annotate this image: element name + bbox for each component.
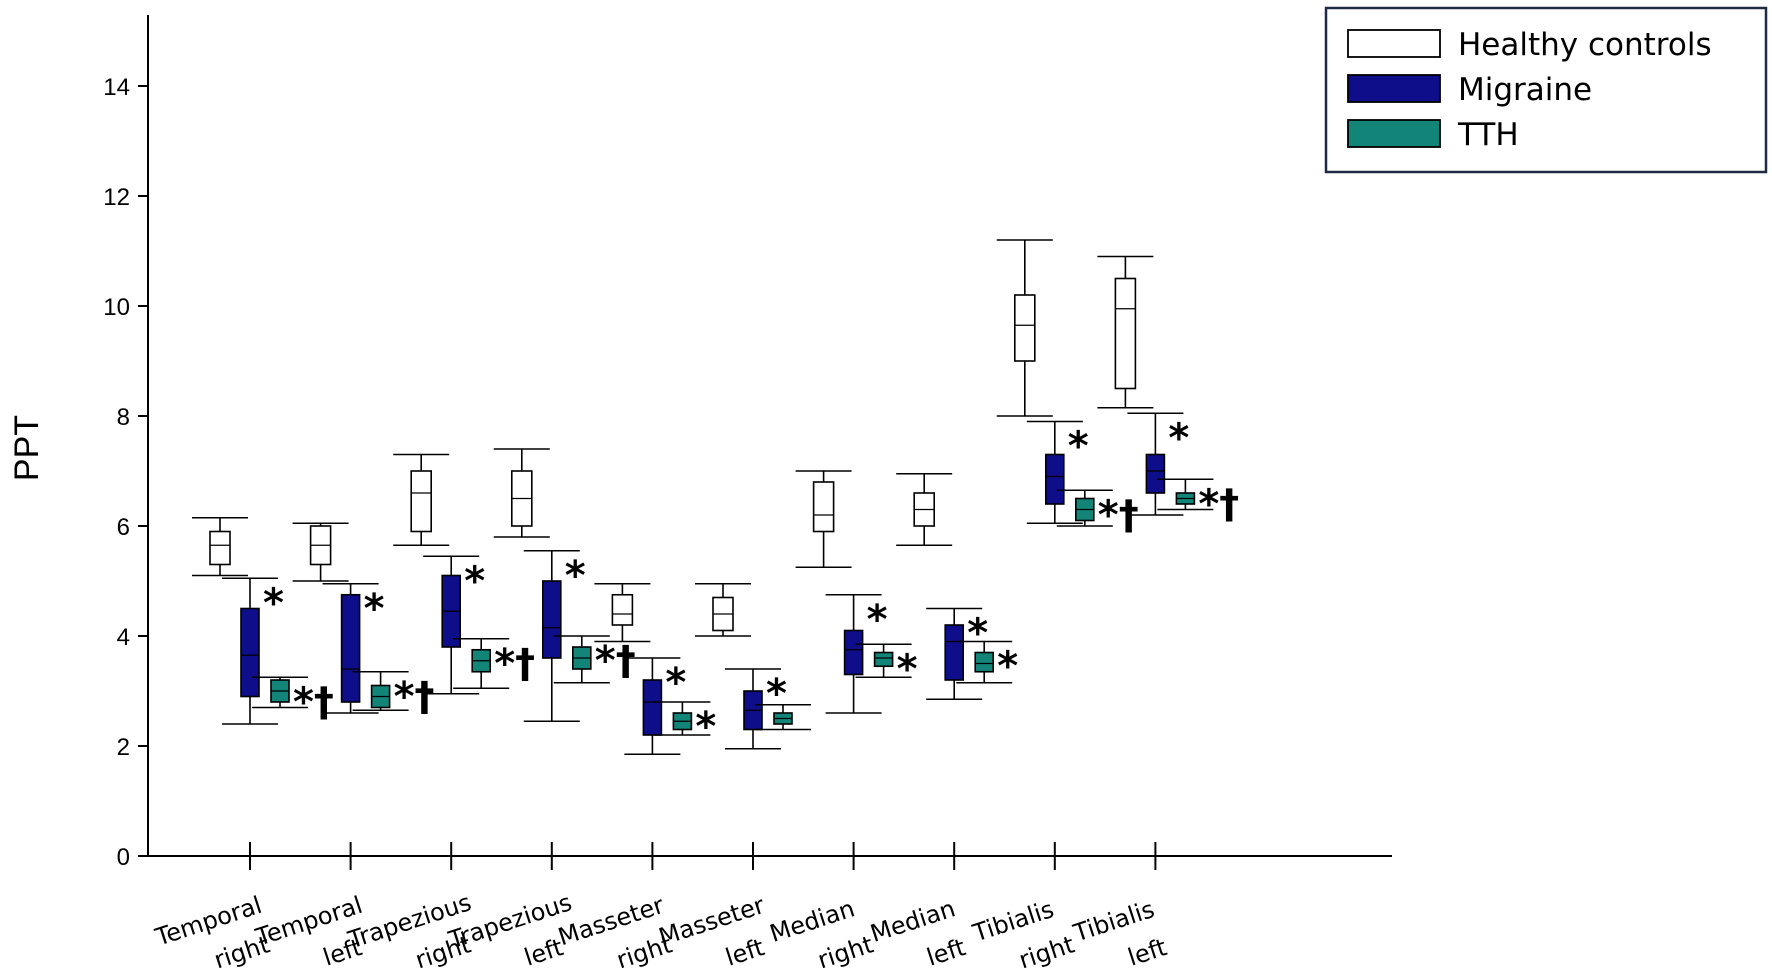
box-1-5 xyxy=(725,668,781,750)
category-label-line: left xyxy=(923,933,969,972)
significance-marker: * xyxy=(364,586,385,632)
significance-marker: * xyxy=(565,553,586,599)
box-iqr xyxy=(1145,453,1166,494)
legend-swatch xyxy=(1347,29,1441,58)
box-2-0 xyxy=(252,676,308,709)
box-0-7 xyxy=(896,472,953,547)
box-iqr xyxy=(1013,294,1036,362)
significance-marker: *† xyxy=(494,641,535,687)
y-tick-label: 8 xyxy=(117,404,130,431)
box-iqr xyxy=(642,679,663,736)
significance-marker: * xyxy=(1068,424,1089,470)
box-0-5 xyxy=(695,582,751,637)
box-series-group xyxy=(192,239,1214,756)
box-2-1 xyxy=(352,670,409,712)
box-1-9 xyxy=(1127,412,1184,516)
box-iqr xyxy=(944,624,965,681)
box-1-8 xyxy=(1026,420,1083,525)
category-label-line: right xyxy=(814,930,876,974)
box-0-0 xyxy=(192,516,248,577)
significance-marker: * xyxy=(997,644,1018,690)
significance-marker: * xyxy=(1168,415,1189,461)
box-2-3 xyxy=(553,635,610,684)
box-2-8 xyxy=(1056,489,1113,527)
box-0-3 xyxy=(493,448,550,538)
box-1-2 xyxy=(423,555,480,695)
box-iqr xyxy=(541,580,562,659)
y-tick-label: 4 xyxy=(117,624,130,651)
y-tick-label: 6 xyxy=(117,514,130,541)
box-1-1 xyxy=(322,582,379,714)
y-tick-label: 10 xyxy=(103,294,130,321)
significance-marker: * xyxy=(665,660,686,706)
box-iqr xyxy=(611,593,634,626)
box-iqr xyxy=(873,651,894,668)
box-iqr xyxy=(812,481,835,533)
box-0-4 xyxy=(594,582,651,643)
significance-marker: *† xyxy=(394,674,435,720)
box-iqr xyxy=(209,530,231,566)
box-0-6 xyxy=(795,470,852,569)
box-iqr xyxy=(974,651,995,673)
y-tick-label: 14 xyxy=(103,74,130,101)
legend-label: TTH xyxy=(1457,117,1519,153)
box-2-2 xyxy=(453,637,510,690)
y-tick-label: 0 xyxy=(117,844,130,871)
significance-marker: * xyxy=(695,704,716,750)
significance-marker: *† xyxy=(1198,481,1239,527)
box-1-0 xyxy=(222,577,278,725)
box-2-6 xyxy=(855,643,912,679)
box-1-7 xyxy=(926,607,983,701)
legend-label: Migraine xyxy=(1458,72,1592,108)
box-1-3 xyxy=(523,549,580,723)
box-0-9 xyxy=(1097,255,1154,409)
box-1-6 xyxy=(825,593,882,714)
category-label-line: left xyxy=(1124,933,1170,972)
significance-marker: *† xyxy=(1098,492,1139,538)
box-iqr xyxy=(240,607,260,698)
category-label-line: left xyxy=(722,933,768,972)
y-tick-label: 12 xyxy=(103,184,130,211)
significance-marker: *† xyxy=(595,638,636,684)
significance-marker: * xyxy=(897,646,918,692)
legend-swatch xyxy=(1347,74,1441,103)
box-2-9 xyxy=(1157,478,1214,511)
significance-marker: *† xyxy=(293,679,334,725)
significance-marker: * xyxy=(464,558,485,604)
category-label-line: right xyxy=(1016,930,1078,974)
box-2-4 xyxy=(654,701,711,736)
legend-swatch xyxy=(1347,119,1441,148)
significance-markers: * ** ** ** ** **† *†*† *†** **† *† xyxy=(263,415,1239,750)
box-iqr xyxy=(1114,277,1137,390)
box-iqr xyxy=(340,593,361,703)
box-iqr xyxy=(1045,453,1065,505)
box-0-2 xyxy=(393,453,450,547)
y-tick-label: 2 xyxy=(117,734,130,761)
box-1-4 xyxy=(624,657,681,756)
box-iqr xyxy=(410,470,433,533)
box-2-5 xyxy=(755,703,811,731)
significance-marker: * xyxy=(867,597,888,643)
y-axis-title: PPT xyxy=(8,415,46,481)
box-0-1 xyxy=(292,522,349,582)
legend-label: Healthy controls xyxy=(1458,27,1712,63)
significance-marker: * xyxy=(967,611,988,657)
significance-marker: * xyxy=(263,580,284,626)
box-2-7 xyxy=(956,640,1013,684)
box-0-8 xyxy=(996,239,1053,417)
legend: Healthy controls Migraine TTH xyxy=(1324,6,1768,174)
significance-marker: * xyxy=(766,671,787,717)
box-iqr xyxy=(843,629,864,676)
